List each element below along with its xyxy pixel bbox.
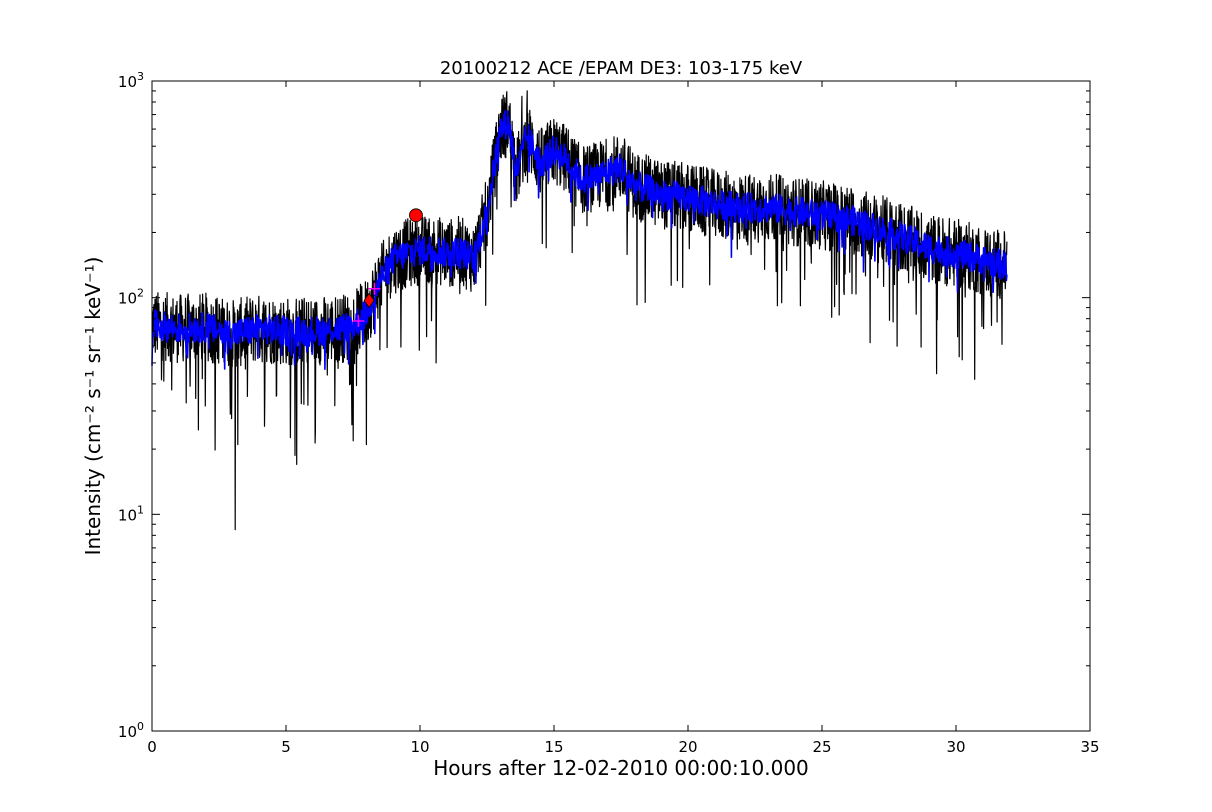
series-line-1 xyxy=(151,110,1008,370)
x-tick-label: 25 xyxy=(812,738,831,756)
y-tick-label: 102 xyxy=(118,287,144,308)
y-tick-label: 103 xyxy=(118,70,144,91)
y-tick-label: 101 xyxy=(118,503,144,524)
x-axis-label: Hours after 12-02-2010 00:00:10.000 xyxy=(433,756,809,780)
x-tick-label: 35 xyxy=(1080,738,1099,756)
y-tick-label: 100 xyxy=(118,720,144,741)
y-axis-label: Intensity (cm⁻² s⁻¹ sr⁻¹ keV⁻¹) xyxy=(81,257,105,556)
marker-plus-0 xyxy=(352,315,365,328)
x-axis: 0 5 10 15 20 25 30 35 xyxy=(147,81,1100,756)
x-tick-label: 20 xyxy=(678,738,697,756)
marker-diamond-2 xyxy=(363,292,375,309)
x-tick-label: 30 xyxy=(946,738,965,756)
series-line-0 xyxy=(151,90,1008,531)
marker-circle-3 xyxy=(409,208,423,223)
x-tick-label: 15 xyxy=(544,738,563,756)
plot-frame xyxy=(151,80,1091,732)
chart-title: 20100212 ACE /EPAM DE3: 103-175 keV xyxy=(440,58,803,79)
series-layer xyxy=(151,90,1008,531)
marker-layer xyxy=(352,208,423,328)
marker-plus-1 xyxy=(368,282,381,295)
y-axis: 100 101 102 103 xyxy=(118,70,1090,741)
x-tick-label: 0 xyxy=(147,738,157,756)
x-tick-label: 10 xyxy=(410,738,429,756)
x-tick-label: 5 xyxy=(281,738,291,756)
